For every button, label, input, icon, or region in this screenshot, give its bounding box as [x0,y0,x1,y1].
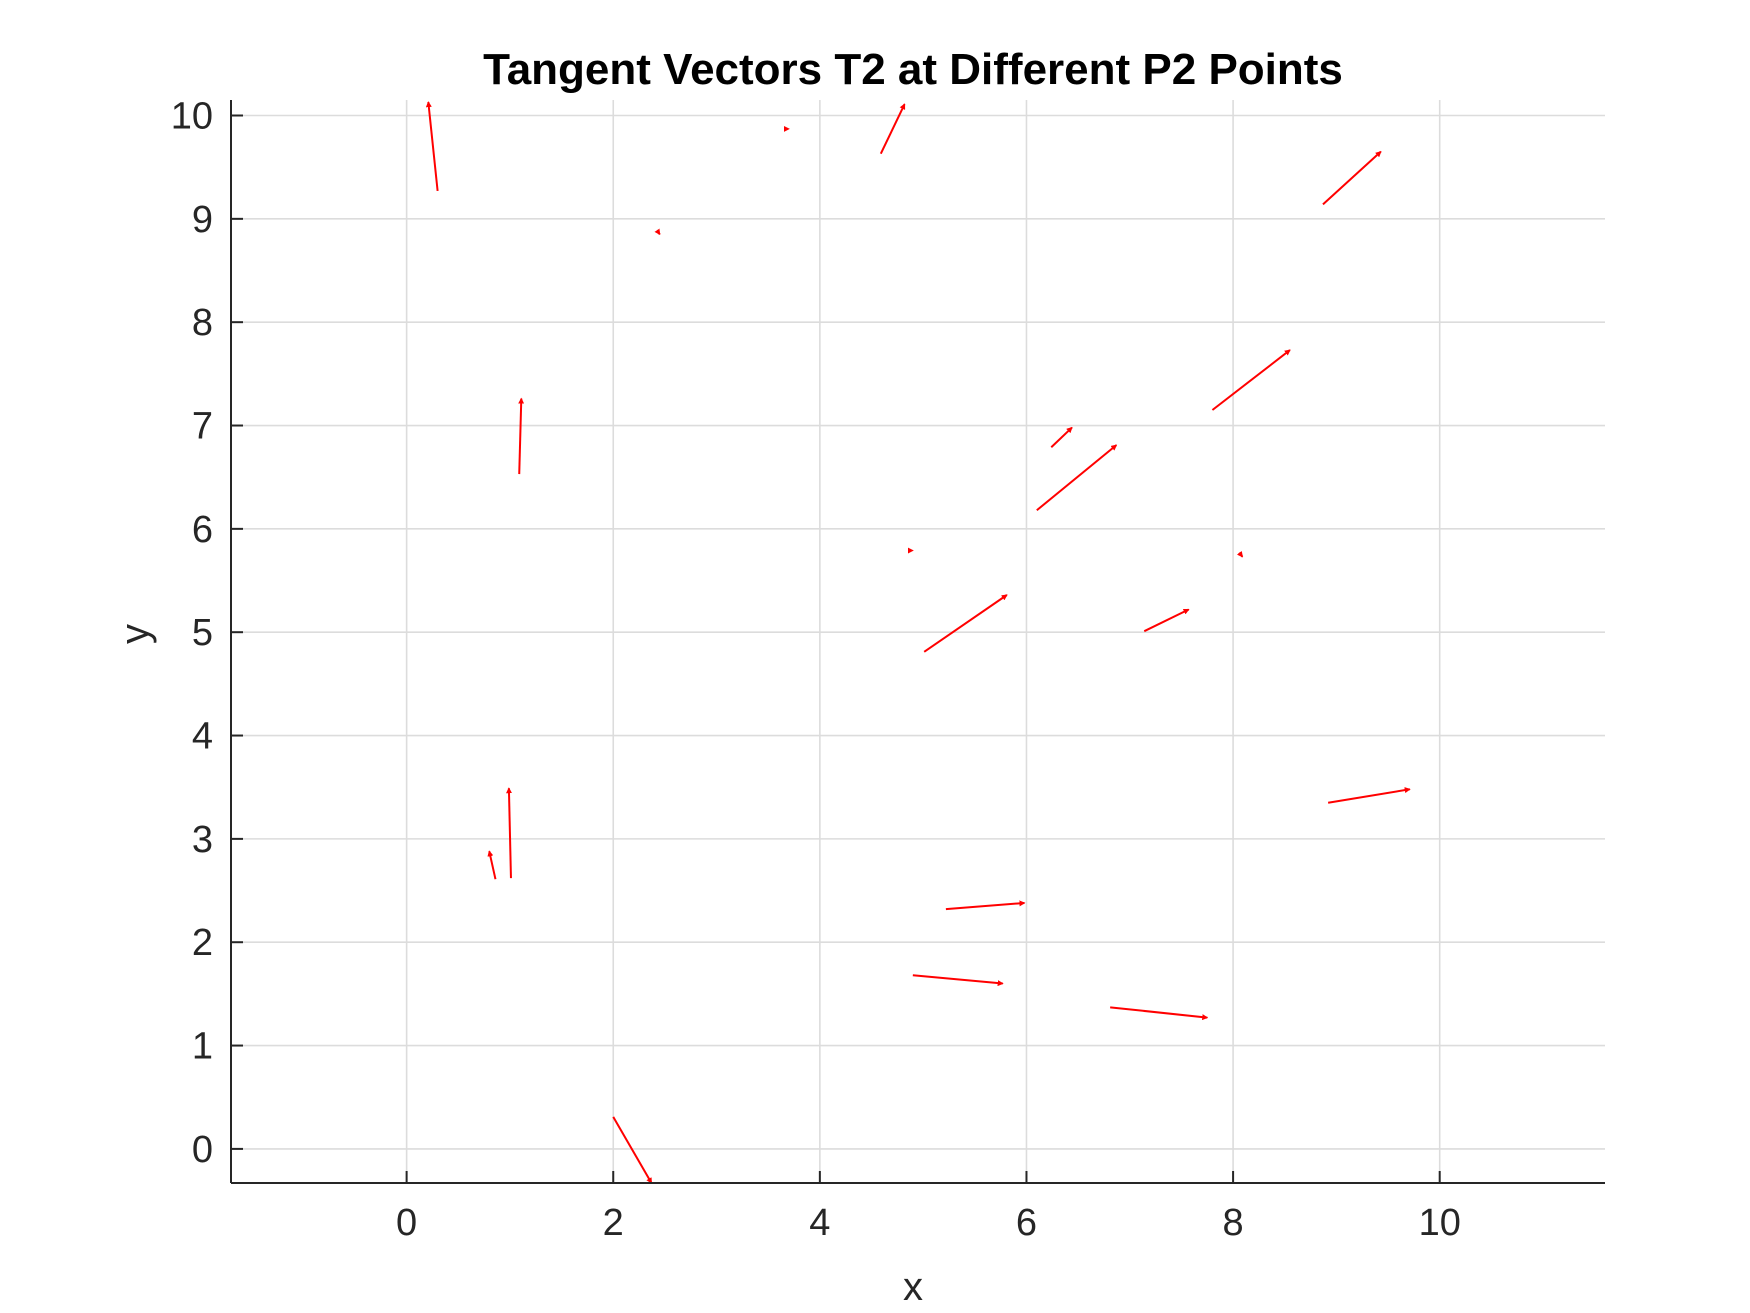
y-tick-label: 8 [192,302,213,344]
y-tick-label: 10 [171,96,213,138]
x-tick-label: 0 [396,1202,417,1244]
grid [231,100,1605,1183]
tangent-vector [1211,349,1291,411]
tangent-vector [1322,150,1382,206]
tangent-vector [912,974,1004,987]
x-tick-label: 6 [1016,1202,1037,1244]
y-tick-label: 7 [192,406,213,448]
tangent-vector [612,1116,653,1184]
tick-labels: 0 2 4 6 8 10 0 1 2 3 4 5 6 7 8 9 10 [171,96,1461,1244]
tangent-vector [506,787,513,879]
y-tick-label: 0 [192,1129,213,1171]
x-tick-label: 10 [1419,1202,1461,1244]
x-tick-label: 2 [603,1202,624,1244]
tangent-vector [1236,550,1244,558]
y-tick-label: 9 [192,199,213,241]
y-tick-label: 5 [192,612,213,654]
tangent-vector [1110,1006,1209,1021]
y-axis-label: y [113,624,157,644]
tangent-vector [487,850,497,880]
tangent-vector [923,594,1008,653]
y-tick-label: 6 [192,509,213,551]
tangent-vector [1143,608,1190,633]
tangent-vector [1050,426,1073,448]
tangent-vector [1036,444,1118,512]
y-tick-label: 1 [192,1026,213,1068]
x-tick-label: 4 [809,1202,830,1244]
vector-field [425,101,1411,1184]
y-tick-label: 4 [192,716,213,758]
tangent-vector [945,900,1026,911]
chart-title: Tangent Vectors T2 at Different P2 Point… [483,45,1343,94]
tangent-vector [879,103,906,155]
x-axis-label: x [903,1265,923,1309]
tangent-vector [518,397,525,475]
axes [230,100,1605,1184]
y-tick-label: 2 [192,922,213,964]
tangent-vector [425,101,439,192]
tangent-vector [654,228,661,236]
tangent-vector [1327,787,1411,804]
x-tick-label: 8 [1223,1202,1244,1244]
y-tick-label: 3 [192,819,213,861]
